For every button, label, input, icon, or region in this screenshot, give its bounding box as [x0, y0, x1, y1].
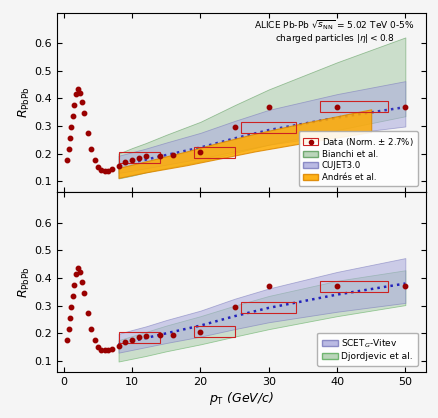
Bar: [319, 281, 387, 292]
Bar: [118, 332, 159, 343]
Bar: [193, 326, 234, 337]
Bar: [193, 147, 234, 158]
Bar: [319, 101, 387, 112]
Y-axis label: $R_{\rm PbPb}$: $R_{\rm PbPb}$: [17, 87, 32, 118]
Bar: [241, 301, 295, 313]
Bar: [241, 122, 295, 133]
Text: ALICE Pb-Pb $\sqrt{s_{\rm NN}}$ = 5.02 TeV 0-5%
charged particles $|\eta| < 0.8$: ALICE Pb-Pb $\sqrt{s_{\rm NN}}$ = 5.02 T…: [254, 18, 414, 45]
Legend: SCET$_G$-Vitev, Djordjevic et al.: SCET$_G$-Vitev, Djordjevic et al.: [316, 333, 417, 366]
Legend: Data (Norm. $\pm$ 2.7%), Bianchi et al., CUJET3.0, Andrés et al.: Data (Norm. $\pm$ 2.7%), Bianchi et al.,…: [298, 131, 417, 186]
Y-axis label: $R_{\rm PbPb}$: $R_{\rm PbPb}$: [17, 266, 32, 298]
Bar: [118, 152, 159, 163]
X-axis label: $p_{\mathrm{T}}$ (GeV/$c$): $p_{\mathrm{T}}$ (GeV/$c$): [208, 390, 273, 407]
